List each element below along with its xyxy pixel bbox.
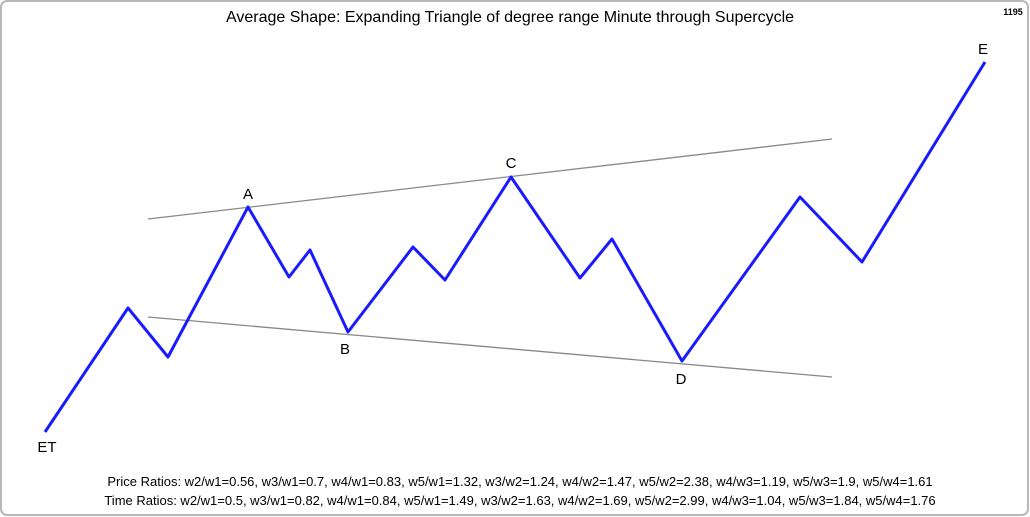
corner-label: 1195 — [1003, 7, 1023, 17]
wave-label: C — [506, 155, 517, 172]
upper-trendline — [147, 138, 833, 220]
title: Average Shape: Expanding Triangle of deg… — [226, 9, 794, 26]
price-ratios: Price Ratios: w2/w1=0.56, w3/w1=0.7, w4/… — [107, 474, 932, 489]
wave-path — [43, 61, 987, 433]
wave-label: D — [676, 371, 687, 388]
time-ratios: Time Ratios: w2/w1=0.5, w3/w1=0.82, w4/w… — [104, 493, 935, 508]
wave-label: A — [243, 186, 253, 203]
wave-label: ET — [37, 439, 56, 456]
lower-trendline — [147, 316, 833, 378]
wave-label: B — [340, 341, 350, 358]
wave-label: E — [978, 41, 988, 58]
